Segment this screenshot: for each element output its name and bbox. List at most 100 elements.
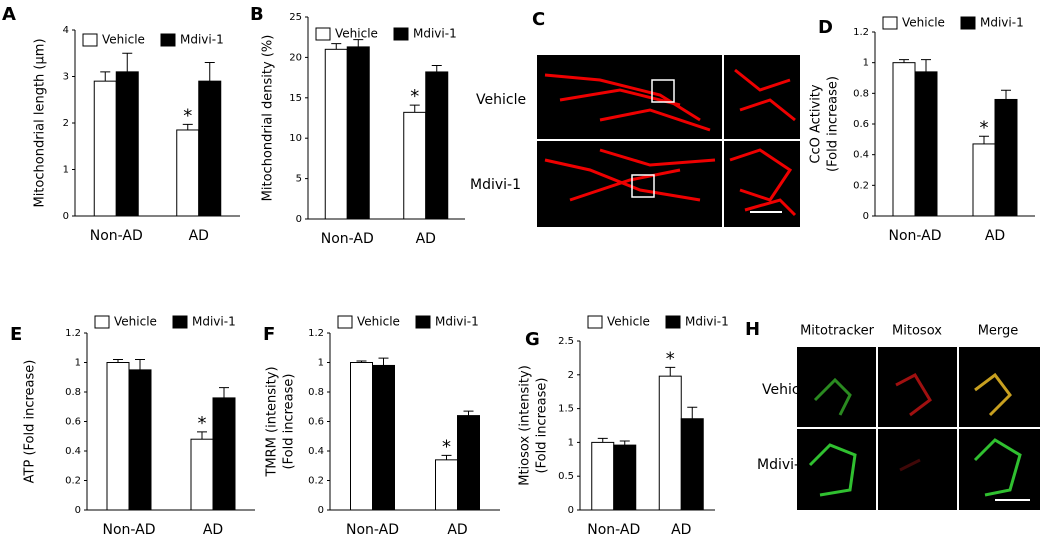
error-bar	[921, 59, 931, 72]
error-bar	[979, 135, 989, 144]
error-bar	[463, 410, 474, 416]
micrograph-h	[797, 347, 1040, 510]
y-axis-label: Mtiosox (intensity)	[518, 365, 533, 486]
x-tick-label: Non-AD	[587, 522, 640, 538]
panel-label: B	[250, 4, 264, 25]
error-bar	[1001, 89, 1011, 100]
legend-label: Mdivi-1	[685, 315, 729, 329]
error-bar	[409, 104, 420, 113]
bar	[658, 375, 682, 511]
error-bar	[665, 366, 676, 377]
bar	[190, 438, 214, 511]
bar	[350, 362, 373, 511]
y-axis-label: (Fold increase)	[826, 76, 841, 172]
panel-label: G	[525, 329, 540, 350]
y-tick-label: 20	[289, 52, 302, 63]
x-tick-label: AD	[671, 522, 691, 538]
error-bar	[441, 454, 452, 460]
error-bar	[113, 359, 123, 363]
panel-label: E	[10, 324, 22, 345]
bar	[198, 80, 222, 217]
y-tick-label: 2	[63, 118, 69, 129]
panel-label: A	[2, 4, 16, 25]
legend-swatch	[665, 315, 681, 329]
error-bar	[378, 357, 389, 366]
legend-label: Vehicle	[335, 27, 378, 41]
y-axis-label: Mitochondrial density (%)	[261, 35, 276, 202]
significance-mark: *	[198, 413, 207, 434]
y-tick-label: 0	[63, 211, 69, 222]
bar	[324, 48, 348, 220]
bar	[994, 98, 1018, 217]
bar	[403, 111, 427, 220]
error-bar	[431, 64, 442, 72]
y-tick-label: 0.4	[65, 446, 81, 457]
y-tick-label: 1	[568, 437, 574, 448]
y-tick-label: 1.2	[65, 328, 81, 339]
y-tick-label: 0	[296, 214, 302, 225]
legend-swatch	[315, 27, 331, 41]
x-tick-label: Non-AD	[102, 522, 155, 538]
legend-swatch	[882, 16, 898, 30]
y-tick-label: 1.5	[558, 404, 574, 415]
y-axis-label: TMRM (intensity)	[265, 366, 280, 477]
y-tick-label: 0.6	[853, 119, 869, 130]
panel-label: F	[263, 324, 275, 345]
bar	[372, 364, 395, 511]
legend-swatch	[82, 33, 98, 47]
panel-label: H	[745, 319, 760, 340]
y-tick-label: 0.2	[65, 476, 81, 487]
error-bar	[197, 431, 207, 440]
significance-mark: *	[410, 86, 419, 107]
bar	[435, 459, 458, 511]
error-bar	[356, 360, 367, 363]
legend-swatch	[960, 16, 976, 30]
x-tick-label: AD	[416, 231, 436, 247]
error-bar	[100, 71, 111, 82]
x-tick-label: AD	[447, 522, 467, 538]
y-tick-label: 0.2	[308, 476, 324, 487]
bar	[93, 80, 117, 217]
y-axis-label: Mitochondrial length (µm)	[33, 38, 48, 207]
y-tick-label: 0	[863, 211, 869, 222]
row-label: Mdivi-1	[757, 457, 808, 473]
significance-mark: *	[980, 117, 989, 138]
bar	[680, 418, 704, 511]
legend-swatch	[160, 33, 176, 47]
y-tick-label: 0.2	[853, 180, 869, 191]
y-axis-label: (Fold increase)	[535, 378, 550, 474]
row-label: Mdivi-1	[470, 177, 521, 193]
y-tick-label: 10	[289, 133, 302, 144]
y-tick-label: 3	[63, 72, 69, 83]
legend-label: Mdivi-1	[192, 315, 236, 329]
x-tick-label: Non-AD	[346, 522, 399, 538]
y-tick-label: 0.4	[308, 446, 324, 457]
y-tick-label: 0.8	[853, 88, 869, 99]
bar	[914, 71, 938, 217]
error-bar	[122, 52, 133, 72]
y-tick-label: 0	[75, 505, 81, 516]
y-tick-label: 1	[318, 358, 324, 369]
y-tick-label: 1	[75, 358, 81, 369]
legend-label: Vehicle	[102, 33, 145, 47]
bar	[457, 415, 480, 511]
legend-label: Mdivi-1	[980, 16, 1024, 30]
significance-mark: *	[666, 348, 675, 369]
y-tick-label: 15	[289, 93, 302, 104]
legend-label: Vehicle	[902, 16, 945, 30]
x-tick-label: AD	[985, 228, 1005, 244]
y-tick-label: 0	[318, 505, 324, 516]
panel-label: D	[818, 17, 833, 38]
y-axis-label: (Fold increase)	[282, 374, 297, 470]
y-tick-label: 2	[568, 370, 574, 381]
legend-swatch	[587, 315, 603, 329]
bar	[128, 369, 152, 511]
error-bar	[204, 62, 215, 82]
panel-label: C	[532, 9, 545, 30]
y-tick-label: 0.6	[308, 417, 324, 428]
error-bar	[619, 440, 630, 446]
x-tick-label: Non-AD	[90, 228, 143, 244]
error-bar	[353, 39, 364, 47]
row-label: Vehicle	[476, 92, 526, 108]
